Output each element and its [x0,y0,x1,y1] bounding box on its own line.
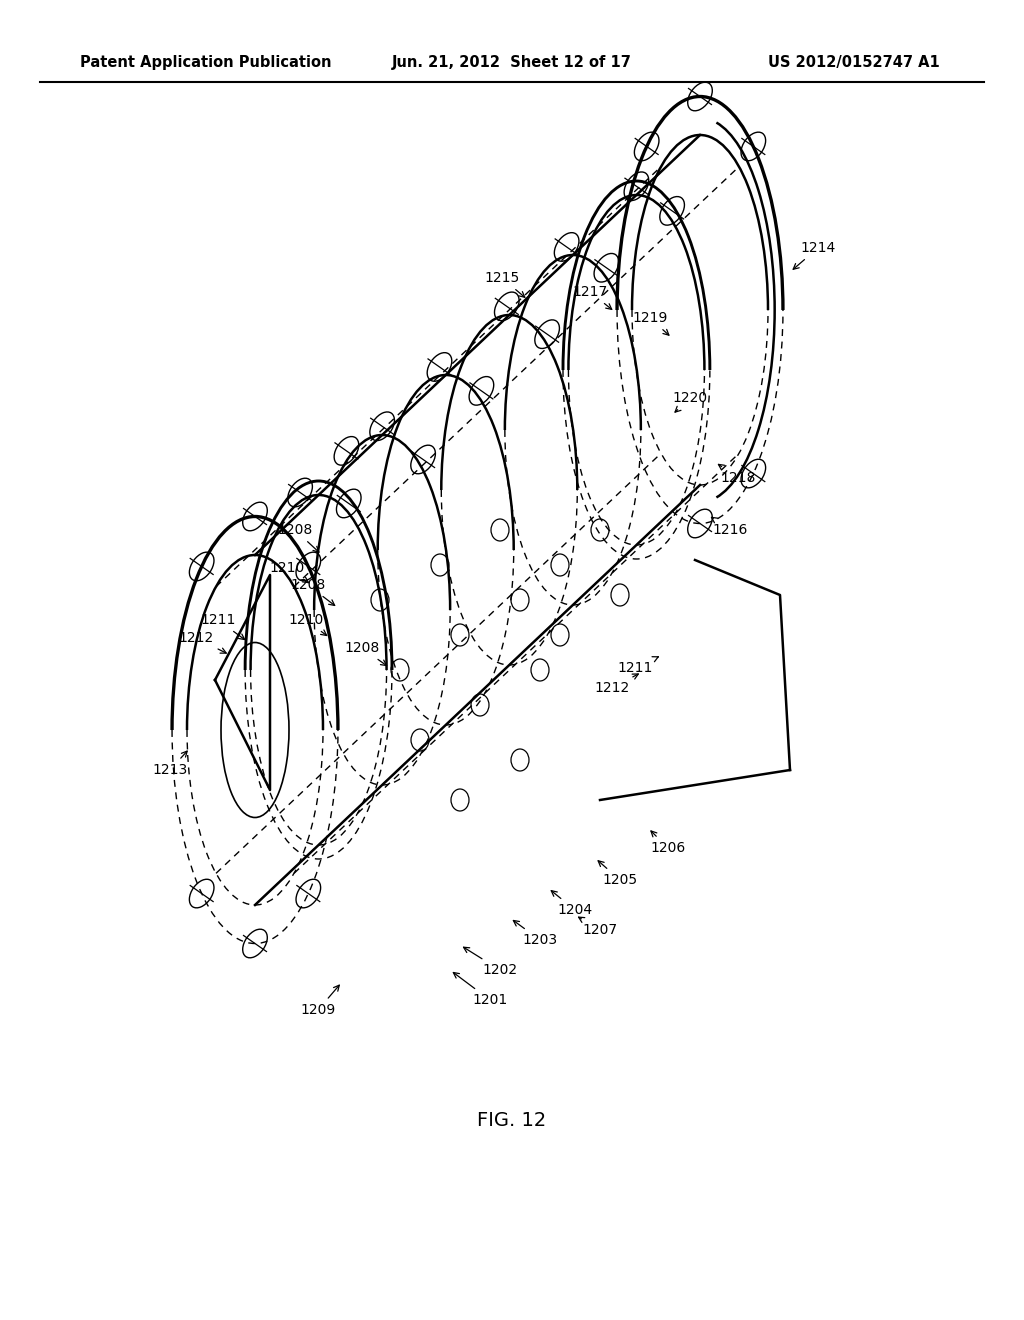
Text: 1213: 1213 [153,751,187,777]
Text: 1219: 1219 [632,312,669,335]
Text: 1211: 1211 [201,612,245,639]
Text: 1201: 1201 [454,973,508,1007]
Text: 1211: 1211 [617,657,658,675]
Text: 1212: 1212 [178,631,226,653]
Text: 1202: 1202 [464,948,517,977]
Text: 1215: 1215 [484,271,525,297]
Text: 1220: 1220 [673,391,708,412]
Text: 1208: 1208 [344,642,387,665]
Text: FIG. 12: FIG. 12 [477,1110,547,1130]
Text: 1212: 1212 [594,675,638,696]
Text: 1209: 1209 [300,985,339,1016]
Text: 1207: 1207 [579,917,617,937]
Text: 1216: 1216 [712,517,748,537]
Text: 1205: 1205 [598,861,638,887]
Text: 1210: 1210 [269,561,308,582]
Text: 1208: 1208 [278,523,318,552]
Text: 1203: 1203 [513,920,557,946]
Text: 1210: 1210 [289,612,327,635]
Text: 1204: 1204 [551,891,593,917]
Text: 1217: 1217 [572,285,611,309]
Text: 1214: 1214 [794,242,836,269]
Text: Jun. 21, 2012  Sheet 12 of 17: Jun. 21, 2012 Sheet 12 of 17 [392,54,632,70]
Text: US 2012/0152747 A1: US 2012/0152747 A1 [768,54,940,70]
Text: 1218: 1218 [719,465,756,484]
Text: Patent Application Publication: Patent Application Publication [80,54,332,70]
Text: 1208: 1208 [291,578,335,606]
Text: 1206: 1206 [650,832,686,855]
